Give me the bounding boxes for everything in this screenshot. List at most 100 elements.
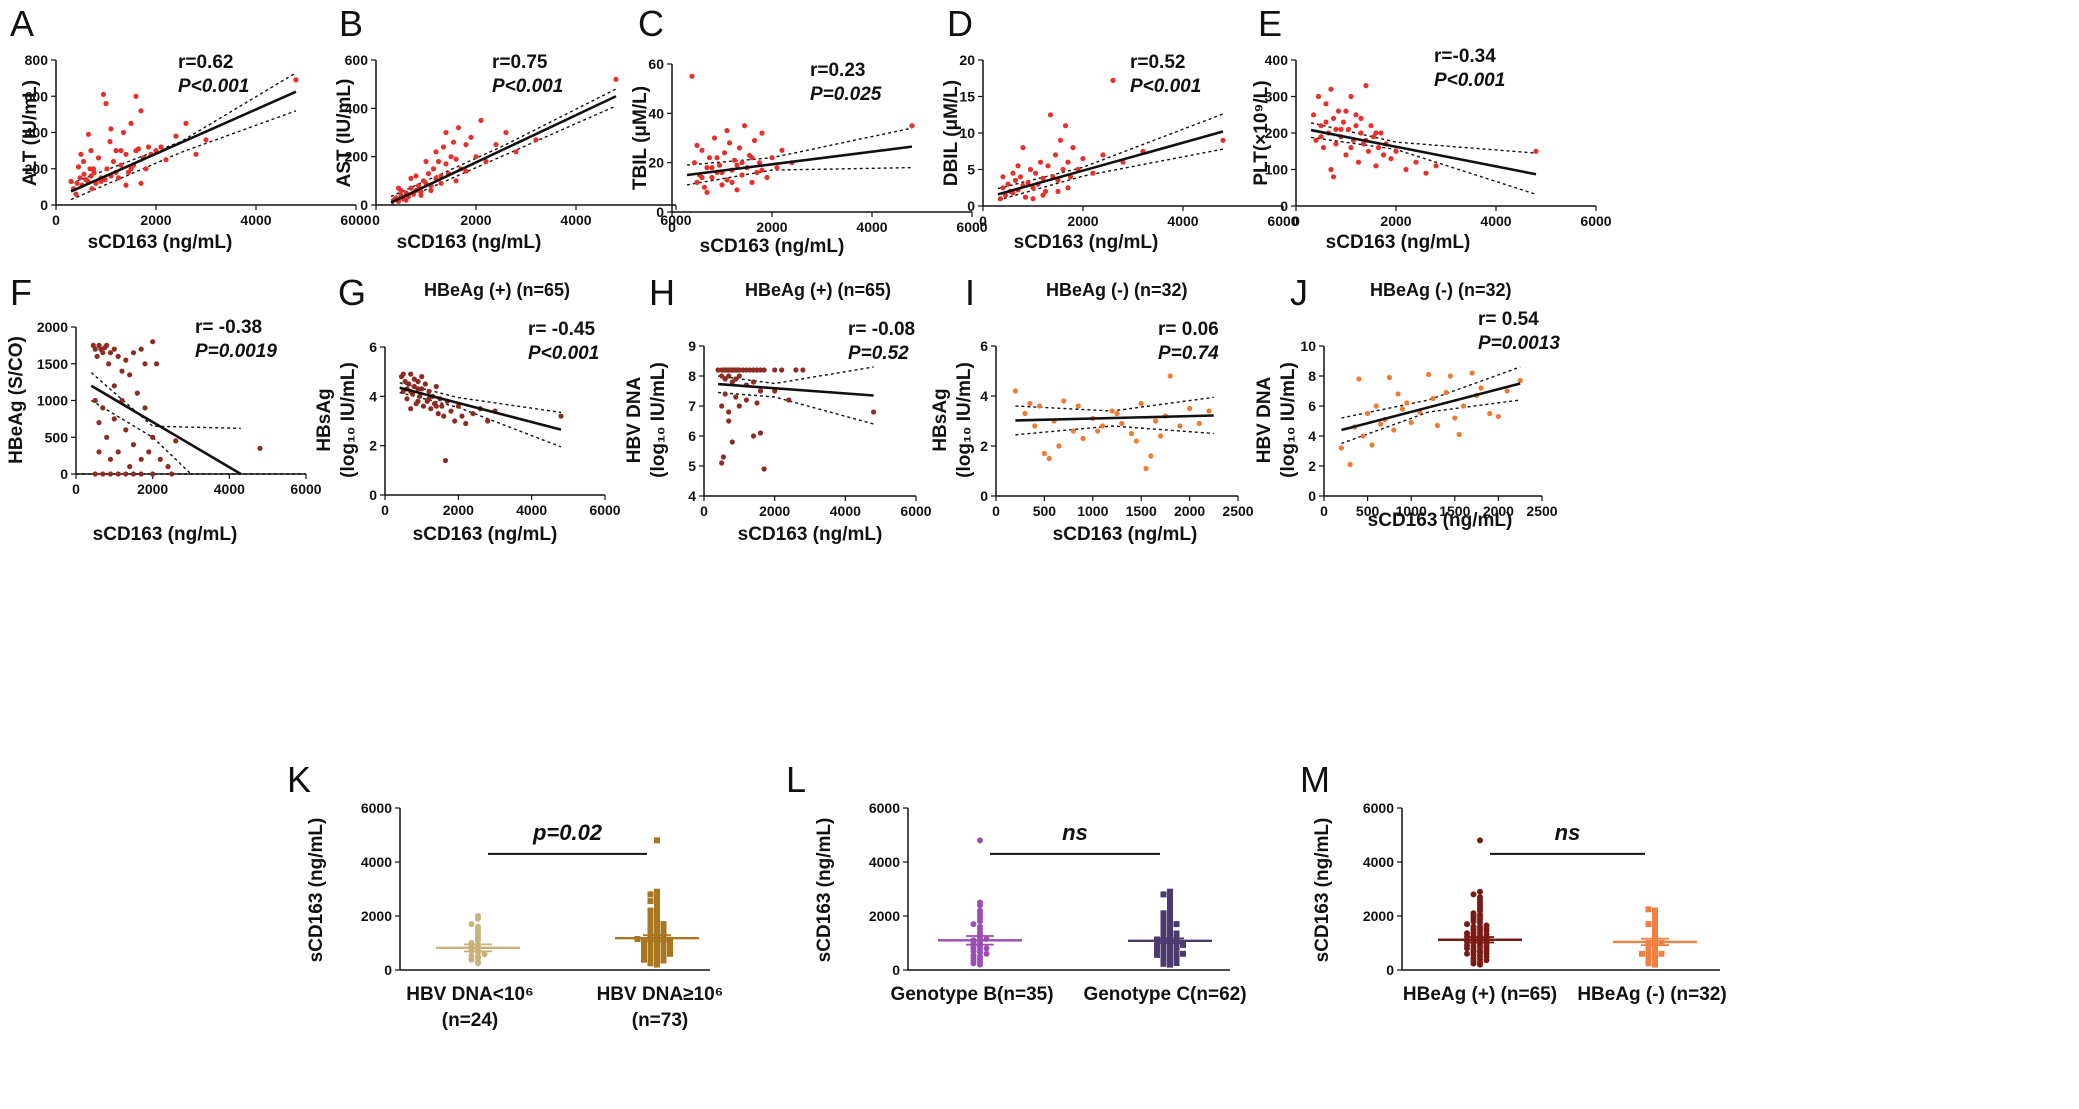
data-point (1310, 112, 1317, 118)
y-tick-label: 2000 (361, 908, 392, 924)
panel-l: L 0 2000 4000 6000 sCD163 (ng/mL) ns Genotype B… (786, 759, 1247, 1005)
y-tick-label: 200 (345, 149, 369, 165)
data-point (1037, 403, 1043, 409)
x-tick-label: 2000 (1380, 213, 1411, 229)
data-point (1056, 443, 1062, 449)
y-tick-label: 0 (1308, 488, 1316, 504)
data-point (750, 433, 757, 439)
p-value: P=0.74 (1158, 343, 1219, 364)
x-tick-label: 2000 (137, 481, 168, 497)
data-point (1330, 115, 1337, 121)
panel-letter: A (10, 3, 34, 44)
data-point (1080, 435, 1086, 442)
y-axis-label: HBV DNA (624, 376, 645, 463)
ci-lower-band (718, 391, 874, 425)
data-point (475, 923, 481, 930)
data-point (1369, 442, 1375, 448)
panel-letter: L (786, 759, 806, 800)
data-point (1030, 185, 1036, 191)
data-point (146, 449, 152, 455)
x-axis-label: sCD163 (ng/mL) (88, 232, 233, 253)
data-point (1153, 418, 1159, 424)
data-point (433, 149, 439, 155)
data-point (1010, 170, 1016, 176)
data-point (411, 376, 417, 382)
data-point (660, 952, 667, 959)
data-point (128, 166, 134, 172)
data-point (92, 471, 98, 477)
data-point (1658, 950, 1665, 957)
data-point (142, 405, 148, 411)
ci-upper-band (1015, 396, 1214, 412)
x-tick-label: 2000 (1174, 503, 1205, 519)
data-point (743, 397, 750, 403)
ci-lower-band (70, 110, 297, 201)
data-point (1652, 953, 1658, 960)
data-point (115, 353, 121, 359)
y-tick-label: 200 (1265, 125, 1289, 141)
data-point (415, 398, 421, 404)
y-tick-label: 4 (688, 488, 696, 504)
data-point (1348, 93, 1354, 100)
data-point (455, 403, 461, 409)
panel-letter: I (965, 272, 975, 313)
data-point (433, 403, 439, 409)
x-axis-label: sCD163 (ng/mL) (93, 524, 238, 545)
group-label: Genotype C(n=62) (1083, 984, 1246, 1005)
data-point (130, 442, 137, 448)
data-point (719, 460, 725, 466)
x-tick-label: 4000 (516, 502, 547, 518)
data-point (107, 471, 114, 477)
data-point (110, 158, 117, 165)
data-point (759, 167, 765, 173)
data-point (1328, 86, 1334, 92)
x-axis-label: sCD163 (ng/mL) (738, 524, 883, 545)
y-tick-label: 7 (688, 398, 696, 414)
data-point (468, 953, 475, 959)
data-point (1404, 400, 1410, 406)
data-point (111, 416, 117, 422)
data-point (983, 945, 990, 952)
data-point (68, 178, 74, 184)
y-tick-label: 4000 (361, 854, 392, 870)
data-point (415, 378, 421, 385)
correlation-r: r= 0.54 (1478, 309, 1539, 330)
data-point (1032, 170, 1039, 176)
data-point (1062, 123, 1069, 129)
data-point (1338, 445, 1344, 451)
data-point (1375, 145, 1382, 151)
data-point (1100, 152, 1106, 158)
correlation-r: r=0.75 (492, 52, 548, 73)
data-point (1478, 385, 1484, 391)
data-point (80, 158, 87, 165)
data-point (1099, 423, 1106, 429)
data-point (1365, 148, 1372, 154)
data-point (1373, 403, 1379, 409)
y-tick-label: 10 (959, 125, 975, 141)
data-point (711, 135, 718, 141)
data-point (85, 131, 92, 137)
data-point (419, 374, 425, 380)
y-tick-label: 400 (1265, 52, 1289, 68)
data-point (1365, 410, 1371, 417)
group-label: HBeAg (-) (n=32) (1577, 984, 1726, 1005)
x-tick-label: 2000 (1067, 213, 1098, 229)
y-tick-label: 0 (40, 197, 48, 213)
data-point (1343, 108, 1349, 114)
data-point (654, 837, 660, 844)
data-point (977, 899, 983, 906)
data-point (786, 397, 792, 403)
data-point (468, 921, 475, 928)
x-tick-label: 4000 (560, 212, 591, 228)
data-point (1348, 145, 1354, 151)
data-point (654, 953, 660, 960)
data-point (1393, 148, 1399, 154)
y-tick-label: 20 (648, 155, 664, 171)
data-point (1061, 398, 1067, 404)
x-tick-label: 0 (72, 481, 80, 497)
y-tick-label: 300 (1265, 89, 1289, 105)
y-tick-label: 10 (1300, 338, 1316, 354)
data-point (647, 926, 654, 933)
x-tick-label: 4000 (830, 503, 861, 519)
data-point (130, 350, 137, 356)
